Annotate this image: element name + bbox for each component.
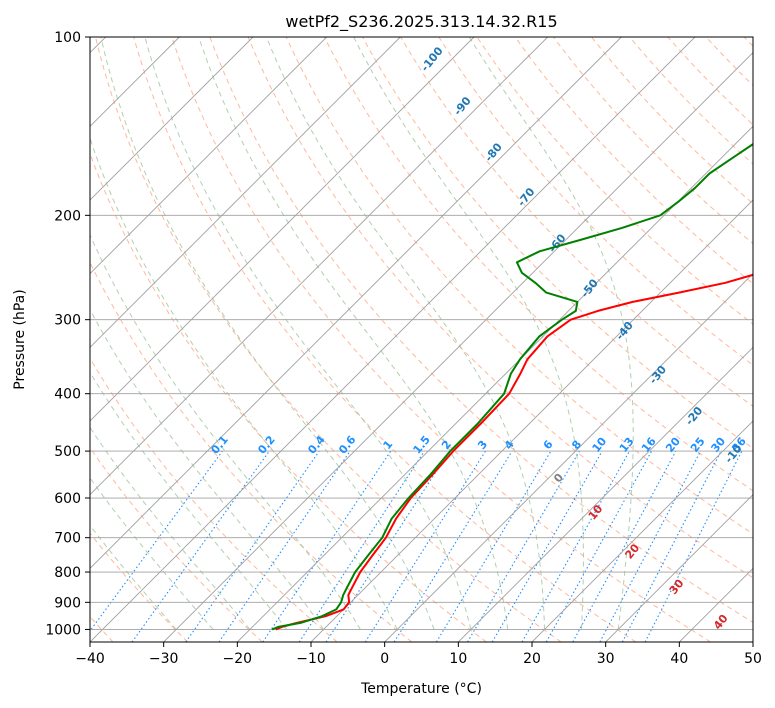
chart-title: wetPf2_S236.2025.313.14.32.R15 (285, 12, 557, 32)
x-tick-label: 0 (380, 651, 389, 667)
x-tick-label: 40 (670, 651, 688, 667)
moist-adiabat-line (468, 37, 634, 630)
dry-adiabat-line (90, 357, 338, 642)
y-tick-label: 700 (54, 531, 81, 547)
x-tick-label: 20 (523, 651, 541, 667)
dry-adiabat-line (285, 37, 753, 535)
y-tick-label: 300 (54, 313, 81, 329)
dry-adiabat-line (90, 152, 487, 642)
isotherm-line (90, 37, 622, 569)
mixing-ratio-line (572, 450, 677, 642)
x-tick-label: −20 (223, 651, 253, 667)
isotherm-line (531, 420, 753, 642)
moist-adiabat-line (90, 136, 398, 630)
y-axis-ticks: 100 200 300 400 500 600 700 800 900 1000 (45, 30, 90, 638)
mixing-ratio-line (218, 450, 351, 642)
mixing-ratio-line (521, 450, 630, 642)
y-tick-label: 900 (54, 595, 81, 611)
moist-adiabat-line (90, 371, 288, 630)
temperature-profile (275, 273, 753, 631)
dry-adiabat-line (323, 37, 753, 492)
isotherm-line (605, 494, 753, 642)
isotherm-line (458, 346, 753, 642)
mixing-ratio-lines (90, 450, 743, 642)
y-tick-label: 800 (54, 565, 81, 581)
x-tick-label: 50 (744, 651, 762, 667)
moist-adiabat-line (198, 37, 509, 630)
isotherm-line (90, 37, 401, 348)
x-tick-label: −10 (296, 651, 326, 667)
isotherm-line (163, 52, 753, 642)
dry-adiabat-line (90, 261, 413, 642)
moist-adiabat-line (100, 37, 435, 630)
mixing-ratio-line (491, 450, 603, 642)
isotherm-grid (90, 37, 753, 642)
y-axis-label: Pressure (hPa) (12, 289, 28, 389)
dry-adiabat-line (438, 37, 753, 366)
isobar-grid (90, 37, 753, 630)
mixing-ratio-line (467, 450, 580, 642)
isotherm-line (90, 37, 548, 496)
isotherm-line (90, 37, 475, 422)
isotherm-line (237, 125, 753, 642)
moist-adiabat-line (90, 426, 251, 630)
mixing-ratio-line (185, 450, 320, 642)
y-tick-label: 1000 (45, 622, 81, 638)
isotherm-line (384, 273, 753, 642)
moist-adiabat-line (90, 524, 177, 630)
isotherm-line (310, 199, 753, 642)
dewpoint-profile (271, 142, 753, 631)
x-tick-label: 30 (597, 651, 615, 667)
mixing-ratio-line (364, 450, 486, 642)
y-tick-label: 500 (54, 444, 81, 460)
isotherm-line (90, 37, 254, 201)
profiles (271, 142, 753, 631)
moist-adiabat-line (265, 37, 546, 630)
moist-adiabat-line (90, 477, 214, 630)
moist-adiabat-line (353, 37, 584, 630)
isotherm-line (90, 37, 696, 642)
y-tick-label: 200 (54, 208, 81, 224)
y-tick-label: 100 (54, 30, 81, 46)
x-tick-label: −40 (75, 651, 105, 667)
x-tick-label: 10 (449, 651, 467, 667)
moist-adiabats (90, 37, 634, 630)
moist-adiabat-line (90, 233, 361, 630)
dry-adiabat-line (90, 532, 189, 642)
x-axis-label: Temperature (°C) (360, 681, 482, 697)
plot-area: 0.1 0.2 0.4 0.6 1 1.5 2 3 4 6 8 10 13 16 20 25 30 36-100-… (90, 37, 753, 642)
y-tick-label: 400 (54, 387, 81, 403)
mixing-ratio-line (325, 450, 450, 642)
dry-adiabat-line (94, 37, 562, 642)
mixing-ratio-line (435, 450, 552, 642)
plot-frame (89, 36, 754, 643)
mixing-ratio-line (393, 450, 513, 642)
x-axis-ticks: −40 −30 −20 −10 0 10 20 30 40 50 (75, 642, 762, 667)
x-tick-label: −30 (149, 651, 179, 667)
isotherm-line (90, 37, 327, 275)
y-tick-label: 600 (54, 491, 81, 507)
